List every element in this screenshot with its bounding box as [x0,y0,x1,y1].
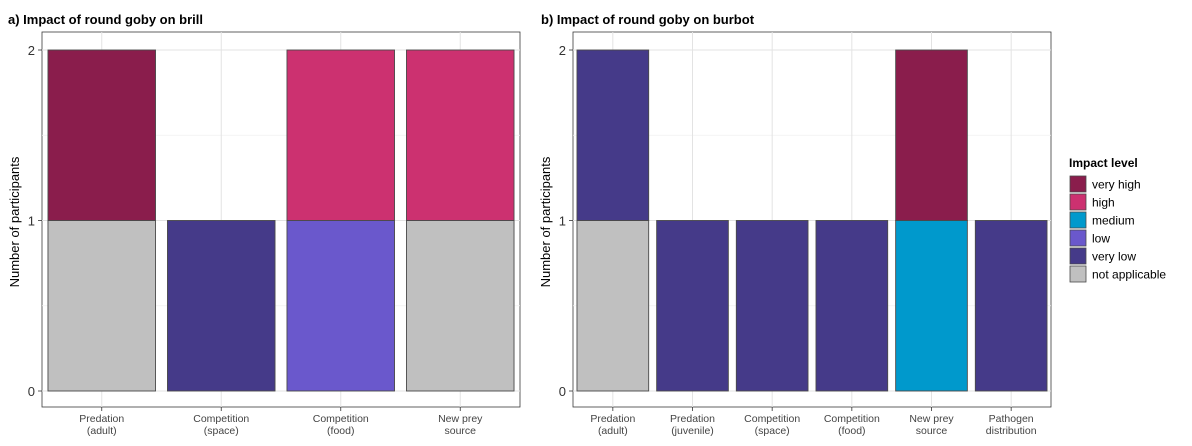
bar-segment-very-low [974,220,1048,392]
panel-b-ylabel: Number of participants [538,156,553,287]
y-tick-label: 2 [28,43,35,58]
bar-segment-very-low [656,220,729,392]
bar-segment-very-low [815,220,889,392]
legend-label-low: low [1092,232,1110,246]
legend-swatch-high [1069,193,1087,211]
panel-a-bars [47,49,515,392]
y-tick-label: 1 [559,214,566,229]
x-tick-label: Competition (space) [744,413,800,437]
legend-label-very-low: very low [1092,250,1136,264]
panel-b-title: b) Impact of round goby on burbot [541,12,755,27]
bar-segment-not-applicable [47,220,156,392]
panel-b-plot-area [572,31,1052,408]
panel-b-x-ticks: Predation (adult) Predation (juvenile) Compe… [590,407,1037,437]
y-tick-label: 2 [559,43,566,58]
legend-label-medium: medium [1092,214,1135,228]
bar-segment-not-applicable [576,220,650,392]
bar-segment-high [286,49,395,221]
bar-segment-very-low [576,49,650,221]
panel-a-ylabel: Number of participants [7,156,22,287]
legend-label-very-high: very high [1092,178,1141,192]
legend-label-not-applicable: not applicable [1092,268,1166,282]
panel-b-bars [576,49,1048,392]
legend-label-high: high [1092,196,1115,210]
y-tick-label: 0 [559,384,566,399]
x-tick-label: Competition (food) [824,413,880,437]
bar-segment-very-high [47,49,156,221]
panel-a-title: a) Impact of round goby on brill [8,12,203,27]
bar-segment-high [406,49,515,221]
x-tick-label: Competition (space) [193,413,249,437]
bar-segment-medium [895,220,968,392]
bar-segment-very-low [167,220,276,392]
legend-title: Impact level [1069,156,1138,170]
panel-a-y-ticks: 0 1 2 [28,43,42,399]
legend-swatch-medium [1069,211,1087,229]
legend-swatch-very-high [1069,175,1087,193]
bar-segment-very-low [735,220,809,392]
bar-segment-not-applicable [406,220,515,392]
legend-swatch-low [1069,229,1087,247]
panel-b: b) Impact of round goby on burbot Number… [538,12,1052,437]
x-tick-label: New prey source [909,413,954,437]
panel-a: a) Impact of round goby on brill Number … [7,12,521,437]
panel-b-y-ticks: 0 1 2 [559,43,573,399]
y-tick-label: 0 [28,384,35,399]
x-tick-label: Competition (food) [313,413,369,437]
x-tick-label: Predation (adult) [79,413,124,437]
x-tick-label: Pathogen distribution [986,413,1037,437]
legend-entries: very high high medium low very low not applic… [1069,175,1166,283]
y-tick-label: 1 [28,214,35,229]
x-tick-label: Predation (juvenile) [670,413,715,437]
legend-swatch-very-low [1069,247,1087,265]
panel-a-x-ticks: Predation (adult) Competition (space) Compet… [79,407,483,437]
legend-swatch-not-applicable [1069,265,1087,283]
legend: Impact level very highhighmediumlowvery … [1069,156,1166,283]
bar-segment-very-high [895,49,968,221]
bar-segment-low [286,220,395,392]
x-tick-label: Predation (adult) [590,413,635,437]
x-tick-label: New prey source [438,413,483,437]
